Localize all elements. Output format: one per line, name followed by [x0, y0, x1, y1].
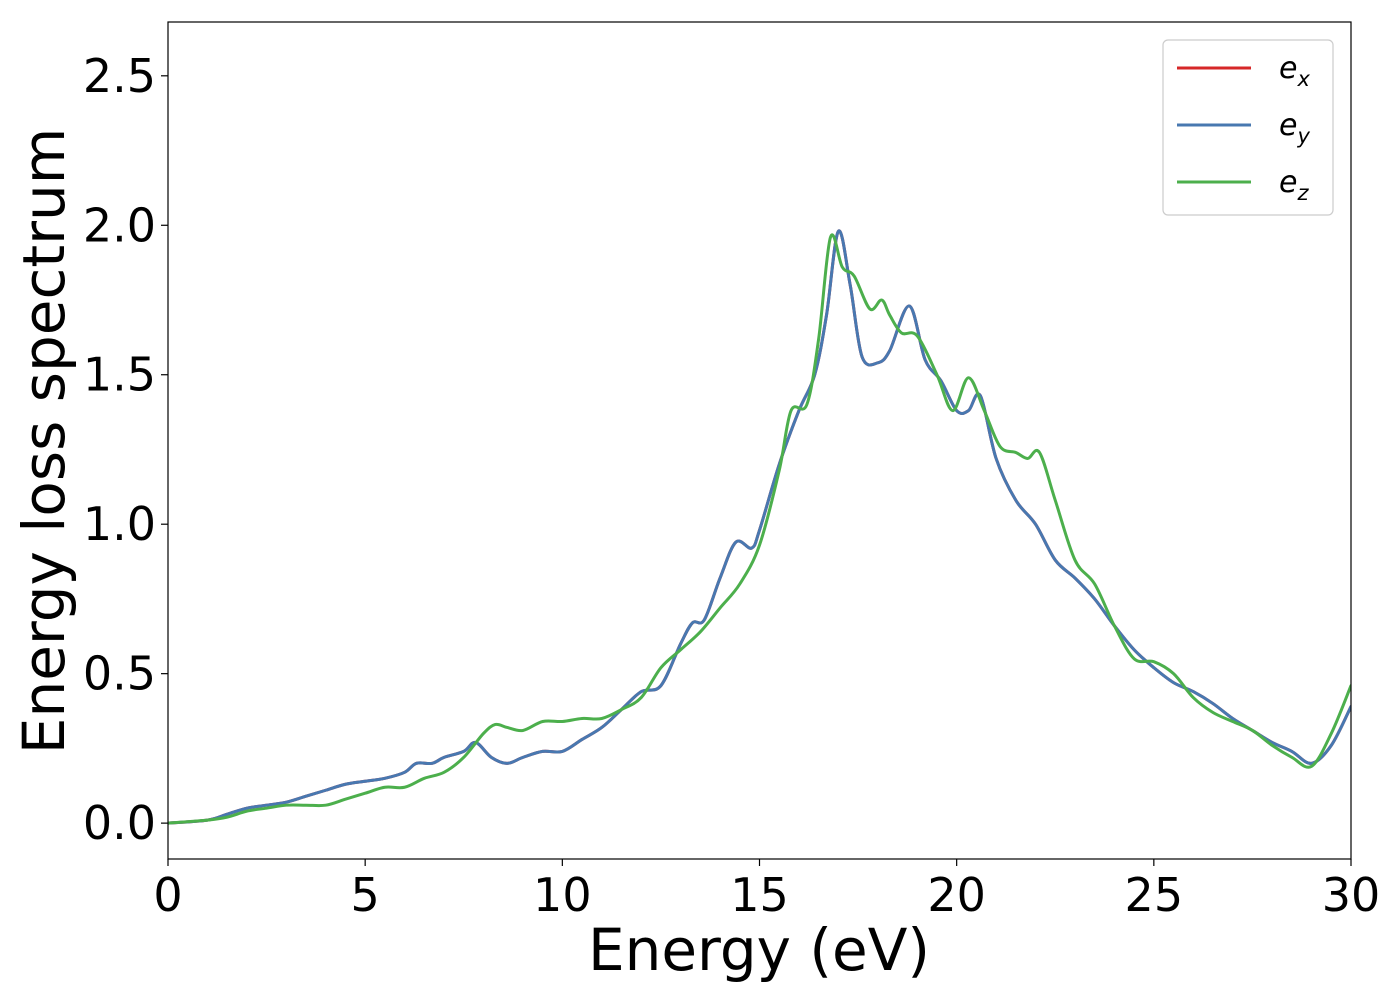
y-tick-label: 1.5 — [83, 348, 156, 402]
x-tick-label: 5 — [351, 868, 380, 922]
y-tick-label: 2.0 — [83, 198, 156, 252]
x-tick-label: 10 — [533, 868, 592, 922]
legend-label-y: ey — [1279, 108, 1310, 148]
y-tick-label: 0.0 — [83, 796, 156, 850]
axes-layer: 0 5 10 15 20 25 30 0.0 0.5 1.0 1.5 2.0 2.5 — [83, 21, 1381, 922]
y-tick-label: 1.0 — [83, 497, 156, 551]
legend-box — [1162, 39, 1334, 216]
series-line-y — [168, 229, 1351, 825]
x-tick-label: 15 — [730, 868, 789, 922]
x-axis-label: Energy (eV) — [588, 916, 930, 984]
series-line-z — [168, 233, 1351, 825]
x-tick-label: 20 — [927, 868, 986, 922]
y-tick-label: 2.5 — [83, 49, 156, 103]
x-tick-label: 0 — [153, 868, 182, 922]
legend-label-z: ez — [1279, 165, 1309, 205]
legend-label-x: ex — [1279, 51, 1310, 91]
legend: ex ey ez — [1162, 39, 1334, 216]
y-axis-label: Energy loss spectrum — [10, 128, 78, 754]
series-layer — [168, 229, 1351, 825]
y-tick-label: 0.5 — [83, 647, 156, 701]
x-tick-label: 30 — [1322, 868, 1381, 922]
x-tick-label: 25 — [1125, 868, 1184, 922]
